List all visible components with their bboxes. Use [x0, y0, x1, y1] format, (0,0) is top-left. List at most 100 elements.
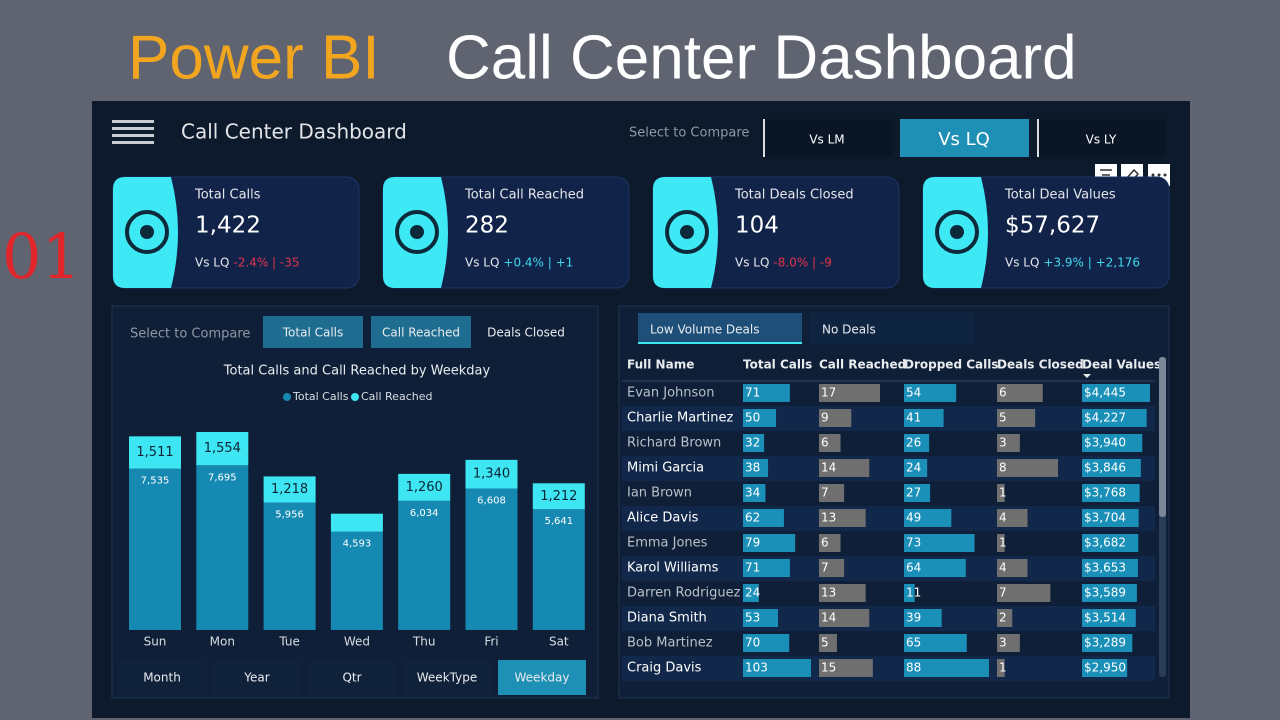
period-label[interactable]: WeekType: [417, 671, 477, 685]
header-title: Call Center Dashboard: [446, 23, 1077, 92]
data-bar: [997, 509, 1028, 527]
toggle-label[interactable]: Call Reached: [382, 326, 460, 340]
data-bar: [819, 484, 845, 502]
cell-name: Diana Smith: [627, 611, 707, 626]
cell-value: 79: [745, 536, 760, 550]
data-bar: [743, 484, 766, 502]
compare-option[interactable]: Vs LY: [1086, 133, 1117, 147]
table-tab[interactable]: [810, 313, 974, 344]
data-bar: [819, 434, 841, 452]
compare-button[interactable]: [763, 119, 892, 157]
data-label: 1,554: [204, 441, 241, 456]
period-button[interactable]: [498, 660, 586, 695]
period-label[interactable]: Month: [143, 671, 181, 685]
menu-icon[interactable]: [112, 120, 154, 144]
x-tick-label: Fri: [484, 635, 498, 649]
kpi-icon: [395, 210, 439, 254]
column-header[interactable]: Full Name: [627, 358, 694, 372]
column-header[interactable]: Total Calls: [743, 358, 812, 372]
tab-label[interactable]: No Deals: [822, 323, 876, 337]
data-bar: [1082, 484, 1140, 502]
data-bar: [743, 634, 790, 652]
data-bar: [997, 534, 1005, 552]
kpi-compare: Vs LQ: [1005, 256, 1039, 270]
kpi-icon-dot: [140, 225, 154, 239]
kpi-change: +3.9% | +2,176: [1043, 256, 1140, 270]
cell-name: Richard Brown: [627, 436, 721, 451]
data-bar: [904, 484, 931, 502]
data-bar: [819, 584, 866, 602]
data-bar: [997, 409, 1036, 427]
dashboard-title: Call Center Dashboard: [181, 120, 407, 144]
column-header[interactable]: Call Reached: [819, 358, 906, 372]
column-header[interactable]: Deals Closed: [997, 358, 1084, 372]
data-label: 7,695: [208, 472, 237, 483]
kpi-compare: Vs LQ: [465, 256, 499, 270]
side-mark: 01: [2, 220, 81, 293]
period-button[interactable]: [213, 660, 301, 695]
cell-value: $3,589: [1084, 586, 1126, 600]
data-bar: [819, 534, 841, 552]
cell-value: 32: [745, 436, 760, 450]
compare-button[interactable]: [1037, 119, 1166, 157]
kpi-label: Total Deal Values: [1004, 188, 1116, 203]
toggle-label[interactable]: Deals Closed: [487, 326, 565, 340]
compare-button[interactable]: [900, 119, 1029, 157]
data-bar: [904, 634, 967, 652]
x-tick-label: Mon: [210, 635, 235, 649]
cell-value: 27: [906, 486, 921, 500]
cell-value: 7: [821, 561, 829, 575]
data-bar: [904, 534, 975, 552]
table-panel: [618, 305, 1170, 699]
toggle-button[interactable]: [263, 316, 363, 348]
compare-option[interactable]: Vs LM: [809, 133, 844, 147]
cell-value: $4,445: [1084, 386, 1126, 400]
cell-name: Evan Johnson: [627, 386, 714, 401]
data-label: 6,034: [410, 508, 439, 519]
column-header[interactable]: Dropped Calls: [904, 358, 998, 372]
kpi-value: 104: [735, 213, 779, 239]
period-label[interactable]: Weekday: [515, 671, 570, 685]
column-header[interactable]: Deal Values: [1082, 358, 1161, 372]
cell-value: 5: [999, 411, 1007, 425]
data-bar: [743, 434, 765, 452]
cell-value: 3: [999, 636, 1007, 650]
cell-value: 14: [821, 611, 836, 625]
data-bar: [1082, 509, 1139, 527]
kpi-icon-dot: [410, 225, 424, 239]
period-button[interactable]: [308, 660, 396, 695]
toggle-label[interactable]: Total Calls: [282, 326, 344, 340]
table-tab[interactable]: [638, 313, 802, 344]
period-button[interactable]: [118, 660, 206, 695]
bar-segment: [196, 465, 249, 630]
kpi-icon: [935, 210, 979, 254]
period-button[interactable]: [403, 660, 491, 695]
data-bar: [819, 459, 870, 477]
row-band: [622, 556, 1155, 581]
period-label[interactable]: Year: [243, 671, 269, 685]
data-bar: [1082, 659, 1128, 677]
cell-name: Alice Davis: [627, 511, 699, 526]
compare-option[interactable]: Vs LQ: [938, 129, 990, 150]
cell-value: $3,653: [1084, 561, 1126, 575]
cell-value: $3,289: [1084, 636, 1126, 650]
bar-segment: [330, 531, 383, 630]
cell-value: $4,227: [1084, 411, 1126, 425]
cell-value: 88: [906, 661, 921, 675]
cell-value: 5: [821, 636, 829, 650]
kpi-icon-dot: [680, 225, 694, 239]
data-bar: [743, 384, 790, 402]
cell-value: $3,846: [1084, 461, 1126, 475]
data-label: 7,535: [141, 476, 170, 487]
cell-value: 54: [906, 386, 921, 400]
tab-label[interactable]: Low Volume Deals: [650, 323, 759, 337]
scroll-thumb[interactable]: [1159, 357, 1166, 517]
toggle-button[interactable]: [371, 316, 471, 348]
kpi-change: +0.4% | +1: [503, 256, 573, 270]
data-label: 1,511: [136, 445, 173, 460]
period-label[interactable]: Qtr: [342, 671, 361, 685]
cell-value: 4: [999, 511, 1007, 525]
data-bar: [819, 659, 873, 677]
dot: [1151, 173, 1155, 177]
data-bar: [743, 609, 778, 627]
